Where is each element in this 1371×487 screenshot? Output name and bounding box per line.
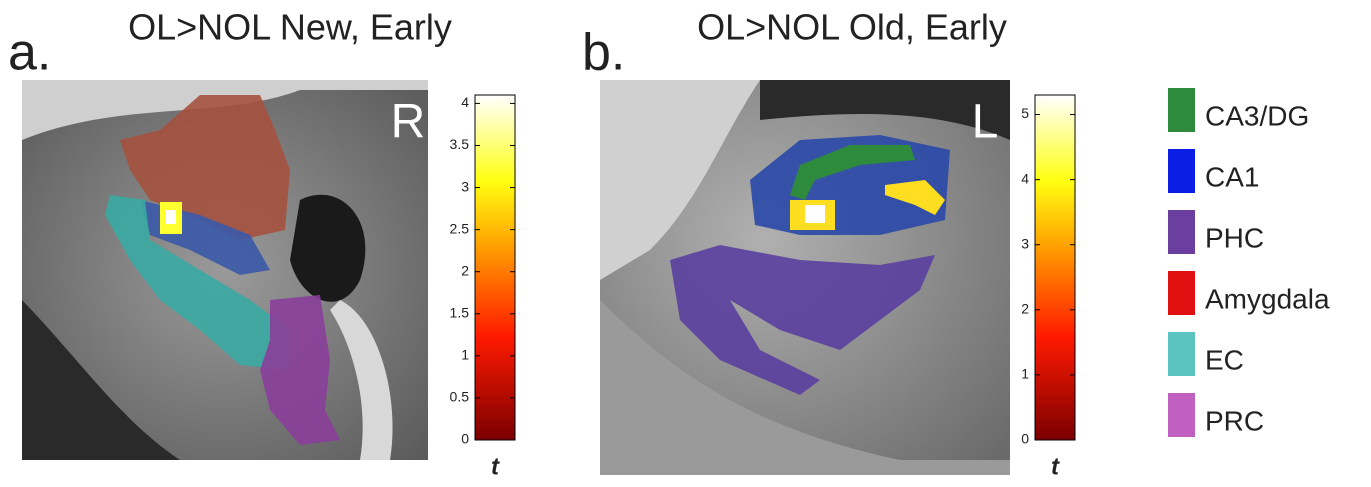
colorbar-tick-label: 2 (461, 262, 469, 278)
colorbar-tick-label: 4 (1021, 170, 1029, 186)
orientation-label: L (972, 96, 999, 149)
legend: CA3/DG CA1 PHC Amygdala EC PRC (1168, 88, 1330, 437)
colorbar-tick-label: 1 (461, 347, 469, 363)
colorbar-tick-label: 1.5 (450, 304, 470, 320)
brain-image-b (600, 80, 1010, 475)
colorbar-tick-label: 0 (1021, 431, 1029, 447)
panel-title: OL>NOL Old, Early (697, 7, 1007, 48)
legend-swatch (1168, 149, 1195, 193)
legend-swatch (1168, 393, 1195, 437)
orientation-label: R (391, 96, 426, 149)
legend-label: Amygdala (1205, 283, 1330, 314)
legend-label: PHC (1205, 222, 1264, 253)
panel-title: OL>NOL New, Early (128, 7, 452, 48)
colorbar-tick-label: 5 (1021, 105, 1029, 121)
colorbar-tick-label: 3.5 (450, 136, 470, 152)
colorbar-tick-label: 1 (1021, 366, 1029, 382)
legend-label: PRC (1205, 405, 1264, 436)
panel-label: b. (582, 24, 625, 82)
colorbar-tick-label: 2 (1021, 301, 1029, 317)
colorbar-tick-label: 3 (1021, 235, 1029, 251)
brain-image-a (22, 80, 428, 460)
legend-swatch (1168, 88, 1195, 132)
legend-swatch (1168, 271, 1195, 315)
colorbar-label: t (491, 453, 500, 480)
panel-label: a. (8, 24, 51, 82)
legend-swatch (1168, 332, 1195, 376)
colorbar-label: t (1051, 453, 1060, 480)
legend-label: EC (1205, 344, 1244, 375)
colorbar (474, 94, 516, 441)
colorbar-tick-label: 2.5 (450, 220, 470, 236)
colorbar-tick-label: 0 (461, 431, 469, 447)
legend-label: CA3/DG (1205, 100, 1309, 131)
colorbar-tick-label: 0.5 (450, 389, 470, 405)
colorbar-tick-label: 4 (461, 94, 469, 110)
colorbar (1034, 94, 1076, 441)
legend-swatch (1168, 210, 1195, 254)
colorbar-tick-label: 3 (461, 178, 469, 194)
legend-label: CA1 (1205, 161, 1259, 192)
